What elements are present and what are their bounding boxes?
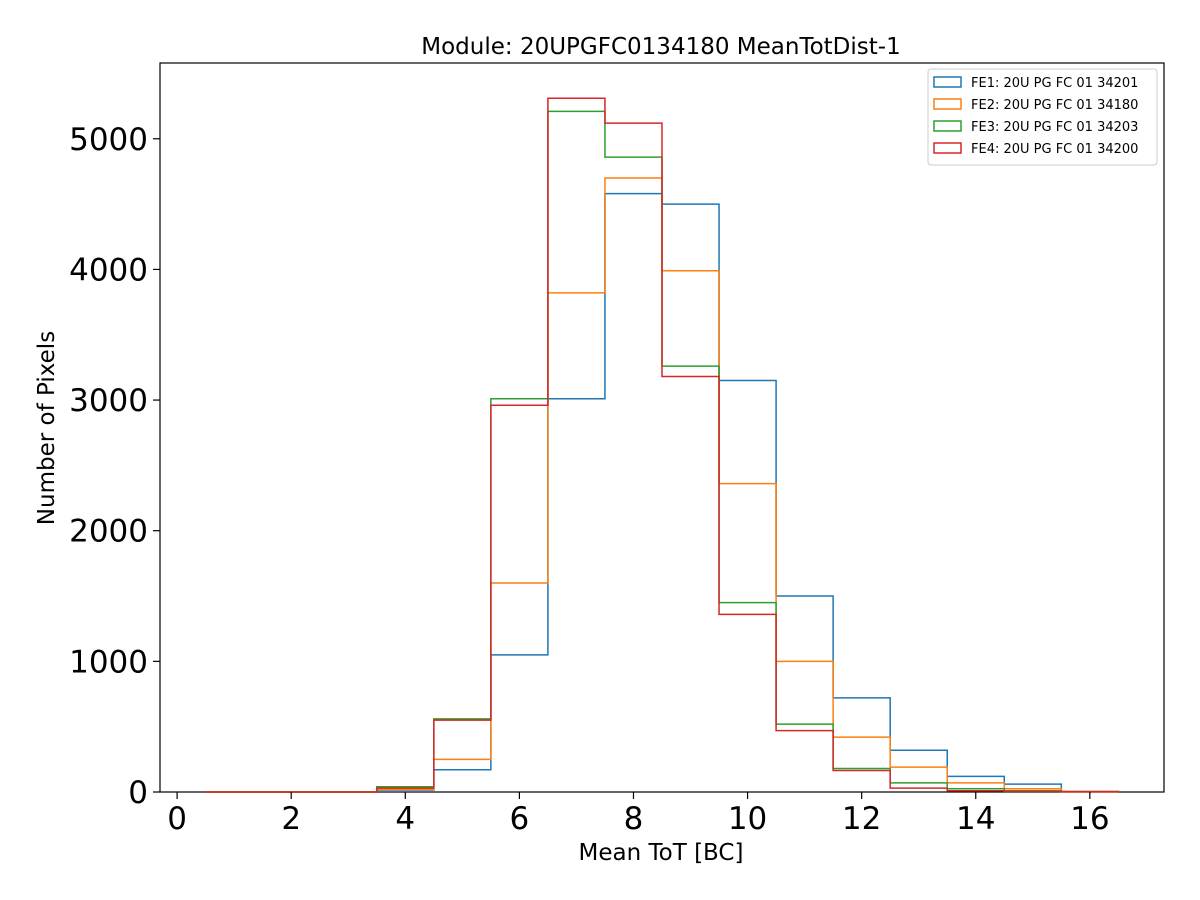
y-tick-label: 1000 xyxy=(69,644,148,680)
x-axis-label: Mean ToT [BC] xyxy=(579,840,744,866)
x-tick-label: 16 xyxy=(1070,801,1109,837)
y-tick-label: 3000 xyxy=(69,383,148,419)
y-axis: 0 1000 2000 3000 4000 5000 xyxy=(69,122,160,811)
x-tick-label: 8 xyxy=(624,801,644,837)
series-fe4-histogram xyxy=(205,97,1120,793)
x-tick-label: 14 xyxy=(956,801,995,837)
x-tick-label: 4 xyxy=(395,801,415,837)
x-tick-label: 0 xyxy=(167,801,187,837)
legend-label-fe3: FE3: 20U PG FC 01 34203 xyxy=(971,120,1138,135)
legend: FE1: 20U PG FC 01 34201 FE2: 20U PG FC 01… xyxy=(927,68,1158,166)
legend-label-fe2: FE2: 20U PG FC 01 34180 xyxy=(971,98,1138,113)
chart-title: Module: 20UPGFC0134180 MeanTotDist-1 xyxy=(421,34,900,60)
series-fe2-histogram xyxy=(205,177,1120,793)
y-tick-label: 5000 xyxy=(69,122,148,158)
y-tick-label: 2000 xyxy=(69,514,148,550)
legend-swatch-fe2 xyxy=(933,98,962,110)
x-axis: 0 2 4 6 8 10 12 14 16 xyxy=(167,792,1110,837)
legend-label-fe1: FE1: 20U PG FC 01 34201 xyxy=(971,76,1138,91)
y-tick-label: 0 xyxy=(128,775,148,811)
legend-swatch-fe3 xyxy=(933,120,962,132)
x-tick-label: 6 xyxy=(510,801,530,837)
legend-swatch-fe4 xyxy=(933,142,962,154)
legend-box xyxy=(927,68,1158,166)
legend-swatch-fe1 xyxy=(933,76,962,88)
x-tick-label: 2 xyxy=(281,801,301,837)
x-tick-label: 10 xyxy=(728,801,767,837)
plot-frame xyxy=(159,62,1165,793)
y-axis-label: Number of Pixels xyxy=(34,331,60,525)
x-tick-label: 12 xyxy=(842,801,881,837)
y-tick-label: 4000 xyxy=(69,252,148,288)
plot-area xyxy=(159,62,1165,793)
legend-label-fe4: FE4: 20U PG FC 01 34200 xyxy=(971,142,1138,157)
